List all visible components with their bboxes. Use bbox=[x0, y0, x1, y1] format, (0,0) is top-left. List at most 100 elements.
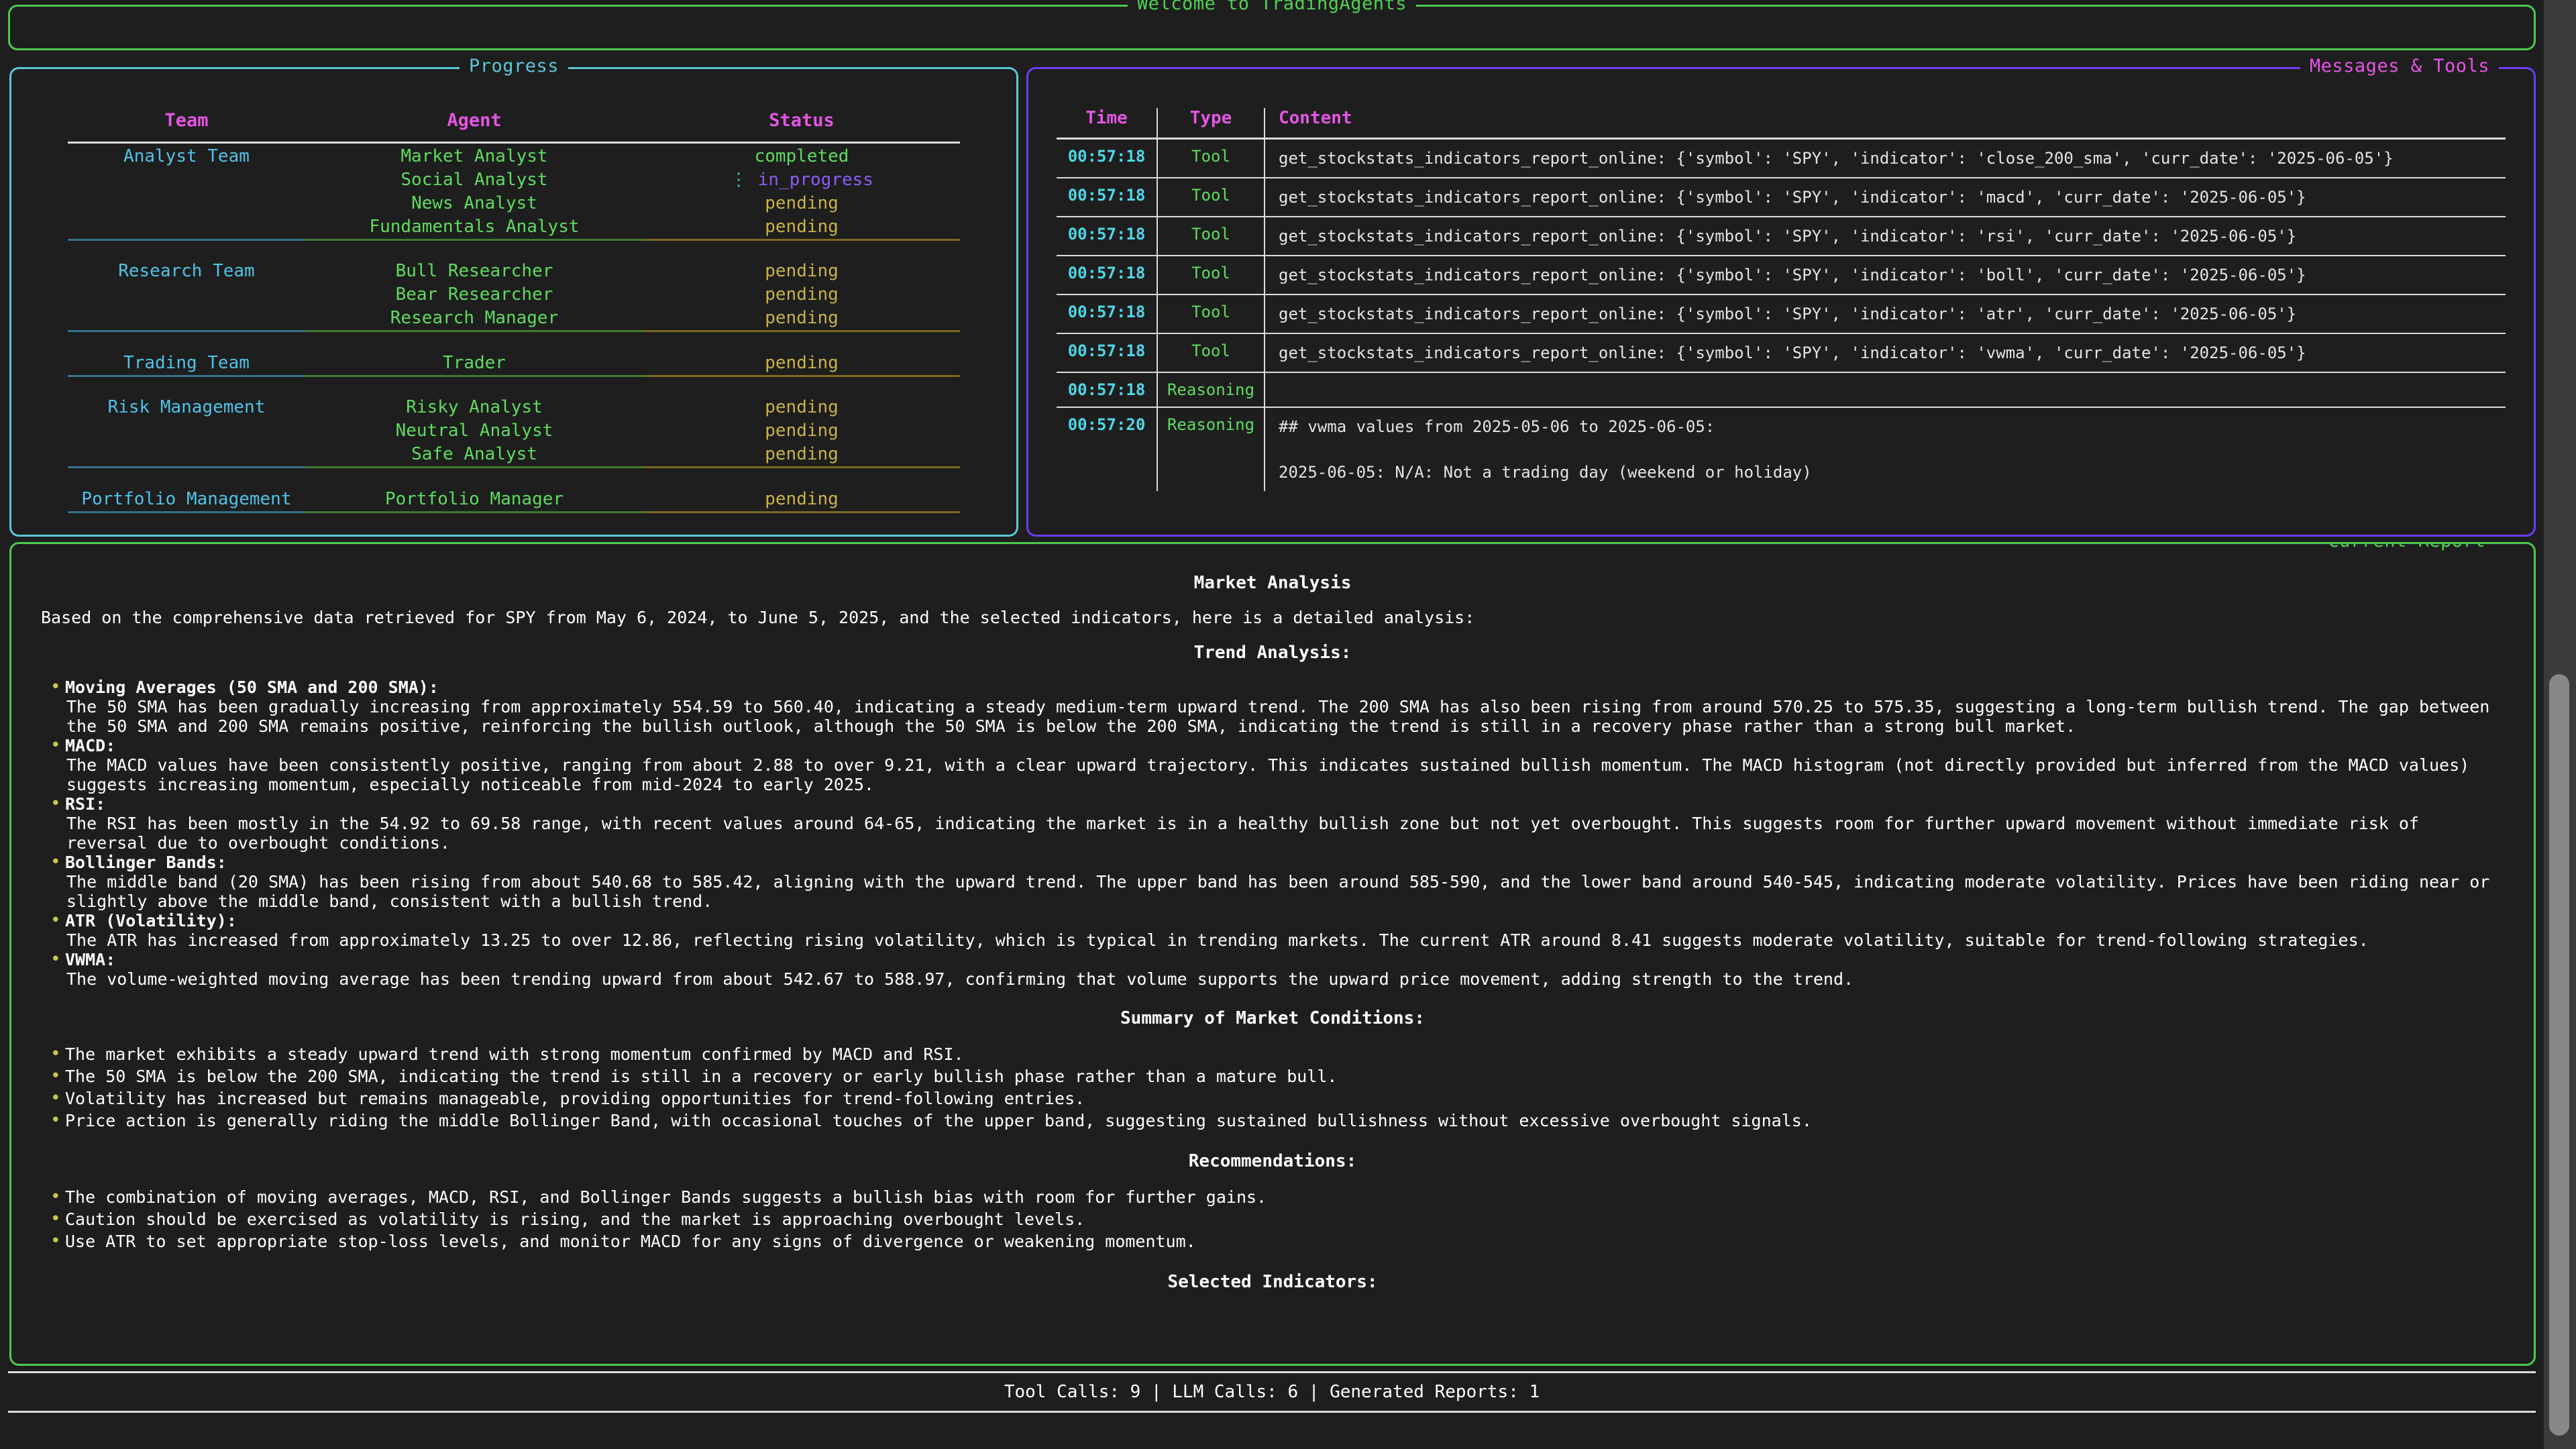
trend-item-label: VWMA: bbox=[65, 950, 116, 969]
welcome-header-panel: Welcome to TradingAgents bbox=[8, 0, 2536, 50]
trend-item-body: The RSI has been mostly in the 54.92 to … bbox=[66, 814, 2419, 853]
progress-agent-cell: Trader bbox=[305, 352, 643, 376]
message-type: Tool bbox=[1157, 138, 1265, 178]
page-scrollbar-thumb[interactable] bbox=[2549, 674, 2569, 1436]
trend-item-label: RSI: bbox=[65, 794, 106, 814]
progress-team-cell: Research Team bbox=[68, 260, 305, 331]
messages-col-time: Time bbox=[1057, 108, 1158, 139]
message-content: get_stockstats_indicators_report_online:… bbox=[1265, 177, 2506, 217]
progress-agent-label: Market Analyst bbox=[400, 146, 548, 166]
message-row: 00:57:18 Tool get_stockstats_indicators_re… bbox=[1057, 138, 2506, 178]
progress-team-label: Portfolio Management bbox=[81, 488, 292, 509]
progress-agent-label: Fundamentals Analyst bbox=[369, 216, 580, 237]
page-scrollbar[interactable] bbox=[2544, 0, 2576, 1449]
progress-status-label: pending bbox=[765, 444, 839, 464]
progress-group-separator bbox=[68, 330, 960, 352]
progress-group-separator bbox=[68, 466, 960, 488]
progress-status-cell: pending bbox=[643, 488, 960, 513]
progress-group-separator bbox=[68, 511, 960, 532]
progress-group-row: Research Team Bull Researcher Bear Resear… bbox=[68, 260, 960, 331]
progress-agent-label: Bull Researcher bbox=[395, 261, 553, 281]
message-type: Reasoning bbox=[1157, 407, 1265, 491]
trend-item-label: MACD: bbox=[65, 736, 116, 755]
trend-item: VWMA:The volume-weighted moving average … bbox=[41, 950, 2504, 989]
progress-status-label: pending bbox=[765, 193, 839, 213]
progress-agent-label: Safe Analyst bbox=[411, 444, 537, 464]
message-row: 00:57:18 Tool get_stockstats_indicators_re… bbox=[1057, 177, 2506, 217]
progress-status-label: pending bbox=[765, 308, 839, 328]
message-time: 00:57:20 bbox=[1057, 407, 1158, 491]
footer-stats: Tool Calls: 9 | LLM Calls: 6 | Generated… bbox=[1004, 1382, 1540, 1402]
current-report-panel: Current Report Market Analysis Based on … bbox=[9, 542, 2536, 1366]
progress-agent-label: Trader bbox=[443, 352, 506, 373]
progress-status-label: pending bbox=[765, 216, 839, 237]
message-row: 00:57:18 Tool get_stockstats_indicators_re… bbox=[1057, 294, 2506, 333]
trend-item-body: The middle band (20 SMA) has been rising… bbox=[66, 872, 2490, 911]
spinner-icon: ⋮ bbox=[730, 169, 758, 190]
report-intro: Based on the comprehensive data retrieve… bbox=[41, 608, 1475, 627]
report-heading-recommendations: Recommendations: bbox=[1188, 1151, 1357, 1171]
report-body: Market Analysis Based on the comprehensi… bbox=[11, 544, 2534, 1292]
report-heading-market: Market Analysis bbox=[1193, 573, 1352, 593]
trend-item-label: Bollinger Bands: bbox=[65, 853, 227, 872]
summary-list: The market exhibits a steady upward tren… bbox=[41, 1043, 2504, 1132]
status-footer: Tool Calls: 9 | LLM Calls: 6 | Generated… bbox=[8, 1371, 2536, 1413]
progress-status-badge: pending bbox=[643, 283, 960, 307]
message-type: Tool bbox=[1157, 333, 1265, 372]
trend-item-label: ATR (Volatility): bbox=[65, 911, 237, 930]
trend-item: ATR (Volatility):The ATR has increased f… bbox=[41, 911, 2504, 950]
trend-item-body: The ATR has increased from approximately… bbox=[66, 930, 2369, 950]
progress-status-cell: pending bbox=[643, 352, 960, 376]
message-type: Tool bbox=[1157, 216, 1265, 256]
progress-col-agent: Agent bbox=[447, 110, 502, 131]
progress-status-badge: pending bbox=[643, 215, 960, 239]
progress-group-row: Trading Team Trader pending bbox=[68, 352, 960, 376]
progress-status-badge: pending bbox=[643, 192, 960, 215]
progress-team-cell: Risk Management bbox=[68, 396, 305, 468]
messages-body: 00:57:18 Tool get_stockstats_indicators_re… bbox=[1057, 138, 2506, 491]
progress-agent-label: News Analyst bbox=[411, 193, 537, 213]
progress-status-badge: pending bbox=[643, 419, 960, 443]
message-content: get_stockstats_indicators_report_online:… bbox=[1265, 255, 2506, 294]
message-type: Reasoning bbox=[1157, 372, 1265, 407]
messages-col-content: Content bbox=[1279, 108, 1352, 128]
progress-panel: Progress Team Agent Status Analyst Team … bbox=[9, 56, 1018, 537]
progress-status-label: pending bbox=[765, 261, 839, 281]
report-heading-summary: Summary of Market Conditions: bbox=[1120, 1008, 1425, 1028]
progress-team-label: Trading Team bbox=[123, 352, 250, 373]
recommendation-item: Caution should be exercised as volatilit… bbox=[41, 1208, 2504, 1230]
progress-group-row: Analyst Team Market Analyst Social Analys… bbox=[68, 145, 960, 240]
messages-table: Time Type Content 00:57:18 Tool get_stocks… bbox=[1057, 108, 2506, 491]
progress-status-label: in_progress bbox=[757, 169, 873, 190]
message-content: get_stockstats_indicators_report_online:… bbox=[1265, 216, 2506, 256]
progress-team-label: Analyst Team bbox=[123, 146, 250, 166]
progress-status-badge: pending bbox=[643, 352, 960, 375]
trend-item: Moving Averages (50 SMA and 200 SMA):The… bbox=[41, 678, 2504, 736]
progress-status-badge: pending bbox=[643, 443, 960, 466]
trend-item: Bollinger Bands:The middle band (20 SMA)… bbox=[41, 853, 2504, 911]
progress-agent-label: Portfolio Manager bbox=[384, 488, 564, 509]
progress-group-row: Portfolio Management Portfolio Manager pen… bbox=[68, 488, 960, 513]
progress-agent-label: Risky Analyst bbox=[406, 397, 543, 417]
message-content: ## vwma values from 2025-05-06 to 2025-0… bbox=[1265, 407, 2506, 491]
progress-group-separator bbox=[68, 238, 960, 260]
progress-agent-label: Neutral Analyst bbox=[395, 421, 553, 441]
progress-agent-cell: Risky Analyst Neutral Analyst Safe Analyst bbox=[305, 396, 643, 468]
progress-agent-label: Research Manager bbox=[390, 308, 559, 328]
message-time: 00:57:18 bbox=[1057, 255, 1158, 294]
progress-agent-cell: Portfolio Manager bbox=[305, 488, 643, 513]
progress-col-team: Team bbox=[164, 110, 209, 131]
message-time: 00:57:18 bbox=[1057, 294, 1158, 333]
summary-item: Price action is generally riding the mid… bbox=[41, 1110, 2504, 1132]
progress-status-cell: pending pending pending bbox=[643, 260, 960, 331]
message-time: 00:57:18 bbox=[1057, 333, 1158, 372]
app-title: Welcome to TradingAgents bbox=[1127, 0, 1417, 14]
progress-header-rule bbox=[68, 142, 960, 145]
progress-status-cell: pending pending pending bbox=[643, 396, 960, 468]
trend-item-body: The MACD values have been consistently p… bbox=[66, 755, 2470, 794]
message-content bbox=[1265, 372, 2506, 407]
progress-status-label: completed bbox=[754, 146, 849, 166]
message-type: Tool bbox=[1157, 255, 1265, 294]
message-time: 00:57:18 bbox=[1057, 177, 1158, 217]
progress-group-separator bbox=[68, 374, 960, 396]
